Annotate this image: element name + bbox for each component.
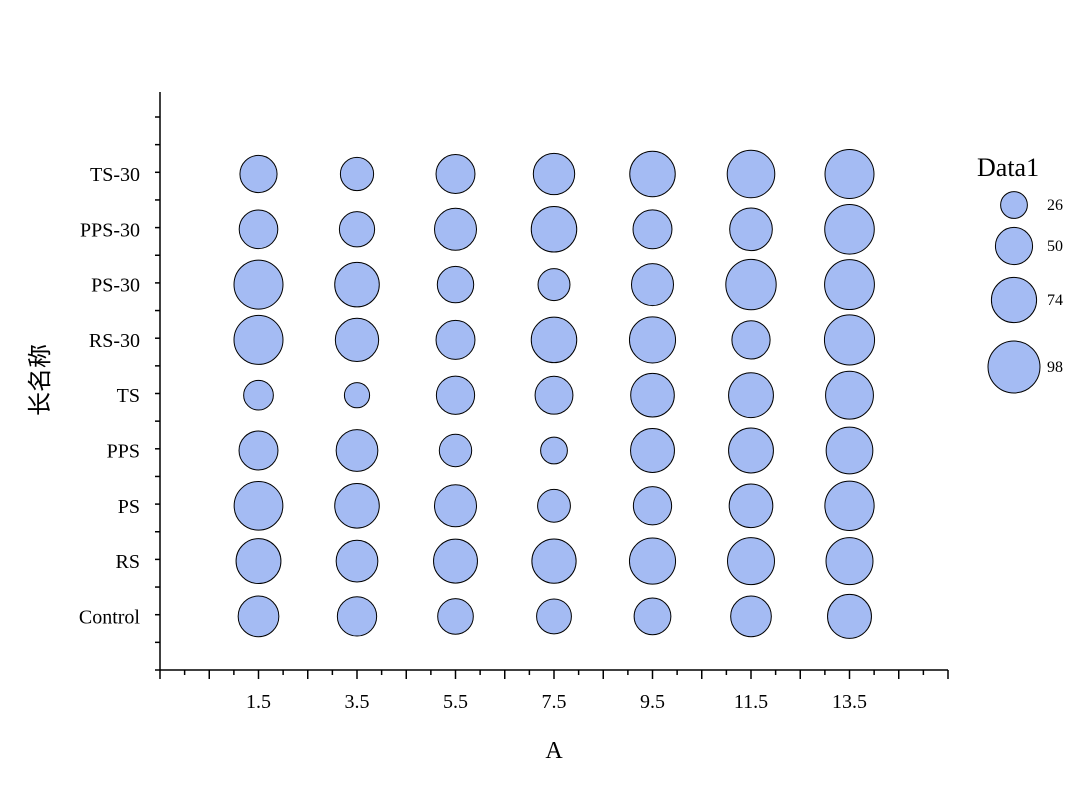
bubble <box>435 319 476 360</box>
y-axis-title: 长名称 <box>27 344 54 416</box>
bubble <box>339 156 375 192</box>
bubble <box>433 538 478 584</box>
bubble <box>632 486 673 526</box>
bubble <box>336 596 378 637</box>
bubble <box>824 480 875 531</box>
bubble <box>235 538 282 585</box>
bubble <box>824 204 875 255</box>
bubble <box>436 265 475 304</box>
y-tick-label: RS-30 <box>89 330 140 352</box>
bubble <box>435 154 476 194</box>
bubble <box>438 433 473 468</box>
bubble <box>335 429 379 472</box>
y-tick-label: TS <box>117 385 140 407</box>
x-tick-label: 1.5 <box>246 691 271 713</box>
bubble <box>238 430 279 471</box>
bubble <box>629 150 676 198</box>
y-tick-label: PPS <box>107 441 140 463</box>
bubble <box>537 488 571 523</box>
bubble <box>628 537 677 585</box>
bubble <box>435 375 476 415</box>
bubble <box>243 379 274 411</box>
y-tick-label: PS-30 <box>91 275 140 297</box>
bubble <box>540 436 568 465</box>
x-tick-label: 7.5 <box>542 691 567 713</box>
bubble <box>334 317 380 363</box>
bubble <box>334 483 380 529</box>
bubble <box>433 484 478 528</box>
x-tick-label: 3.5 <box>345 691 370 713</box>
bubbles-group <box>233 149 876 639</box>
bubble <box>731 320 771 360</box>
bubble <box>530 316 578 364</box>
bubble <box>630 372 675 418</box>
bubble <box>730 595 772 638</box>
x-tick-label: 11.5 <box>734 691 768 713</box>
bubble <box>728 372 774 419</box>
y-tick-label: RS <box>116 551 140 573</box>
bubble <box>433 207 478 251</box>
bubble <box>824 259 875 311</box>
bubble <box>630 263 675 307</box>
x-tick-label: 9.5 <box>640 691 665 713</box>
bubble <box>725 258 777 311</box>
bubble <box>239 154 278 194</box>
y-tick-label: PS <box>118 496 140 518</box>
legend-label: 26 <box>1047 197 1063 214</box>
bubble <box>632 209 673 250</box>
bubble <box>233 314 284 365</box>
bubble <box>630 428 675 473</box>
legend-title: Data1 <box>977 153 1039 182</box>
bubble <box>537 268 571 302</box>
y-tick-label: TS-30 <box>90 164 140 186</box>
bubble <box>823 314 876 366</box>
bubble <box>633 597 672 636</box>
legend-label: 50 <box>1047 238 1063 255</box>
bubble <box>534 375 574 415</box>
bubble <box>531 538 577 584</box>
y-tick-label: Control <box>79 606 141 628</box>
x-tick-labels: 1.5 3.5 5.5 7.5 9.5 11.5 13.5 <box>246 691 867 713</box>
bubble <box>437 598 474 635</box>
x-tick-label: 5.5 <box>443 691 468 713</box>
bubble <box>238 209 279 250</box>
bubble <box>338 211 376 248</box>
legend: Data1 26 50 74 98 <box>977 153 1063 394</box>
bubble <box>335 539 379 583</box>
bubble <box>728 427 774 474</box>
y-tick-labels: Control RS PS PPS TS RS-30 PS-30 PPS-30 TS-30 <box>79 164 141 628</box>
bubble <box>827 593 872 639</box>
bubble <box>237 595 280 638</box>
legend-bubble <box>1000 191 1028 219</box>
y-tick-label: PPS-30 <box>80 219 140 241</box>
legend-bubble <box>990 276 1038 324</box>
bubble <box>233 480 284 531</box>
bubble <box>825 370 874 420</box>
bubble <box>343 382 371 409</box>
bubble <box>628 316 677 364</box>
x-tick-label: 13.5 <box>832 691 867 713</box>
bubble <box>532 152 576 196</box>
bubble <box>727 537 775 586</box>
legend-label: 74 <box>1047 292 1063 309</box>
bubble <box>729 207 773 252</box>
bubble <box>334 261 380 308</box>
bubble <box>825 537 874 586</box>
legend-label: 98 <box>1047 359 1063 376</box>
bubble <box>825 426 874 475</box>
bubble <box>726 149 776 199</box>
bubble <box>728 483 774 529</box>
legend-bubble <box>987 340 1041 394</box>
bubble <box>233 259 284 310</box>
x-axis-title: A <box>545 738 563 764</box>
bubble <box>536 598 572 635</box>
bubble <box>824 149 875 199</box>
legend-bubble <box>994 226 1034 266</box>
bubble <box>530 206 578 253</box>
axes <box>155 92 949 679</box>
